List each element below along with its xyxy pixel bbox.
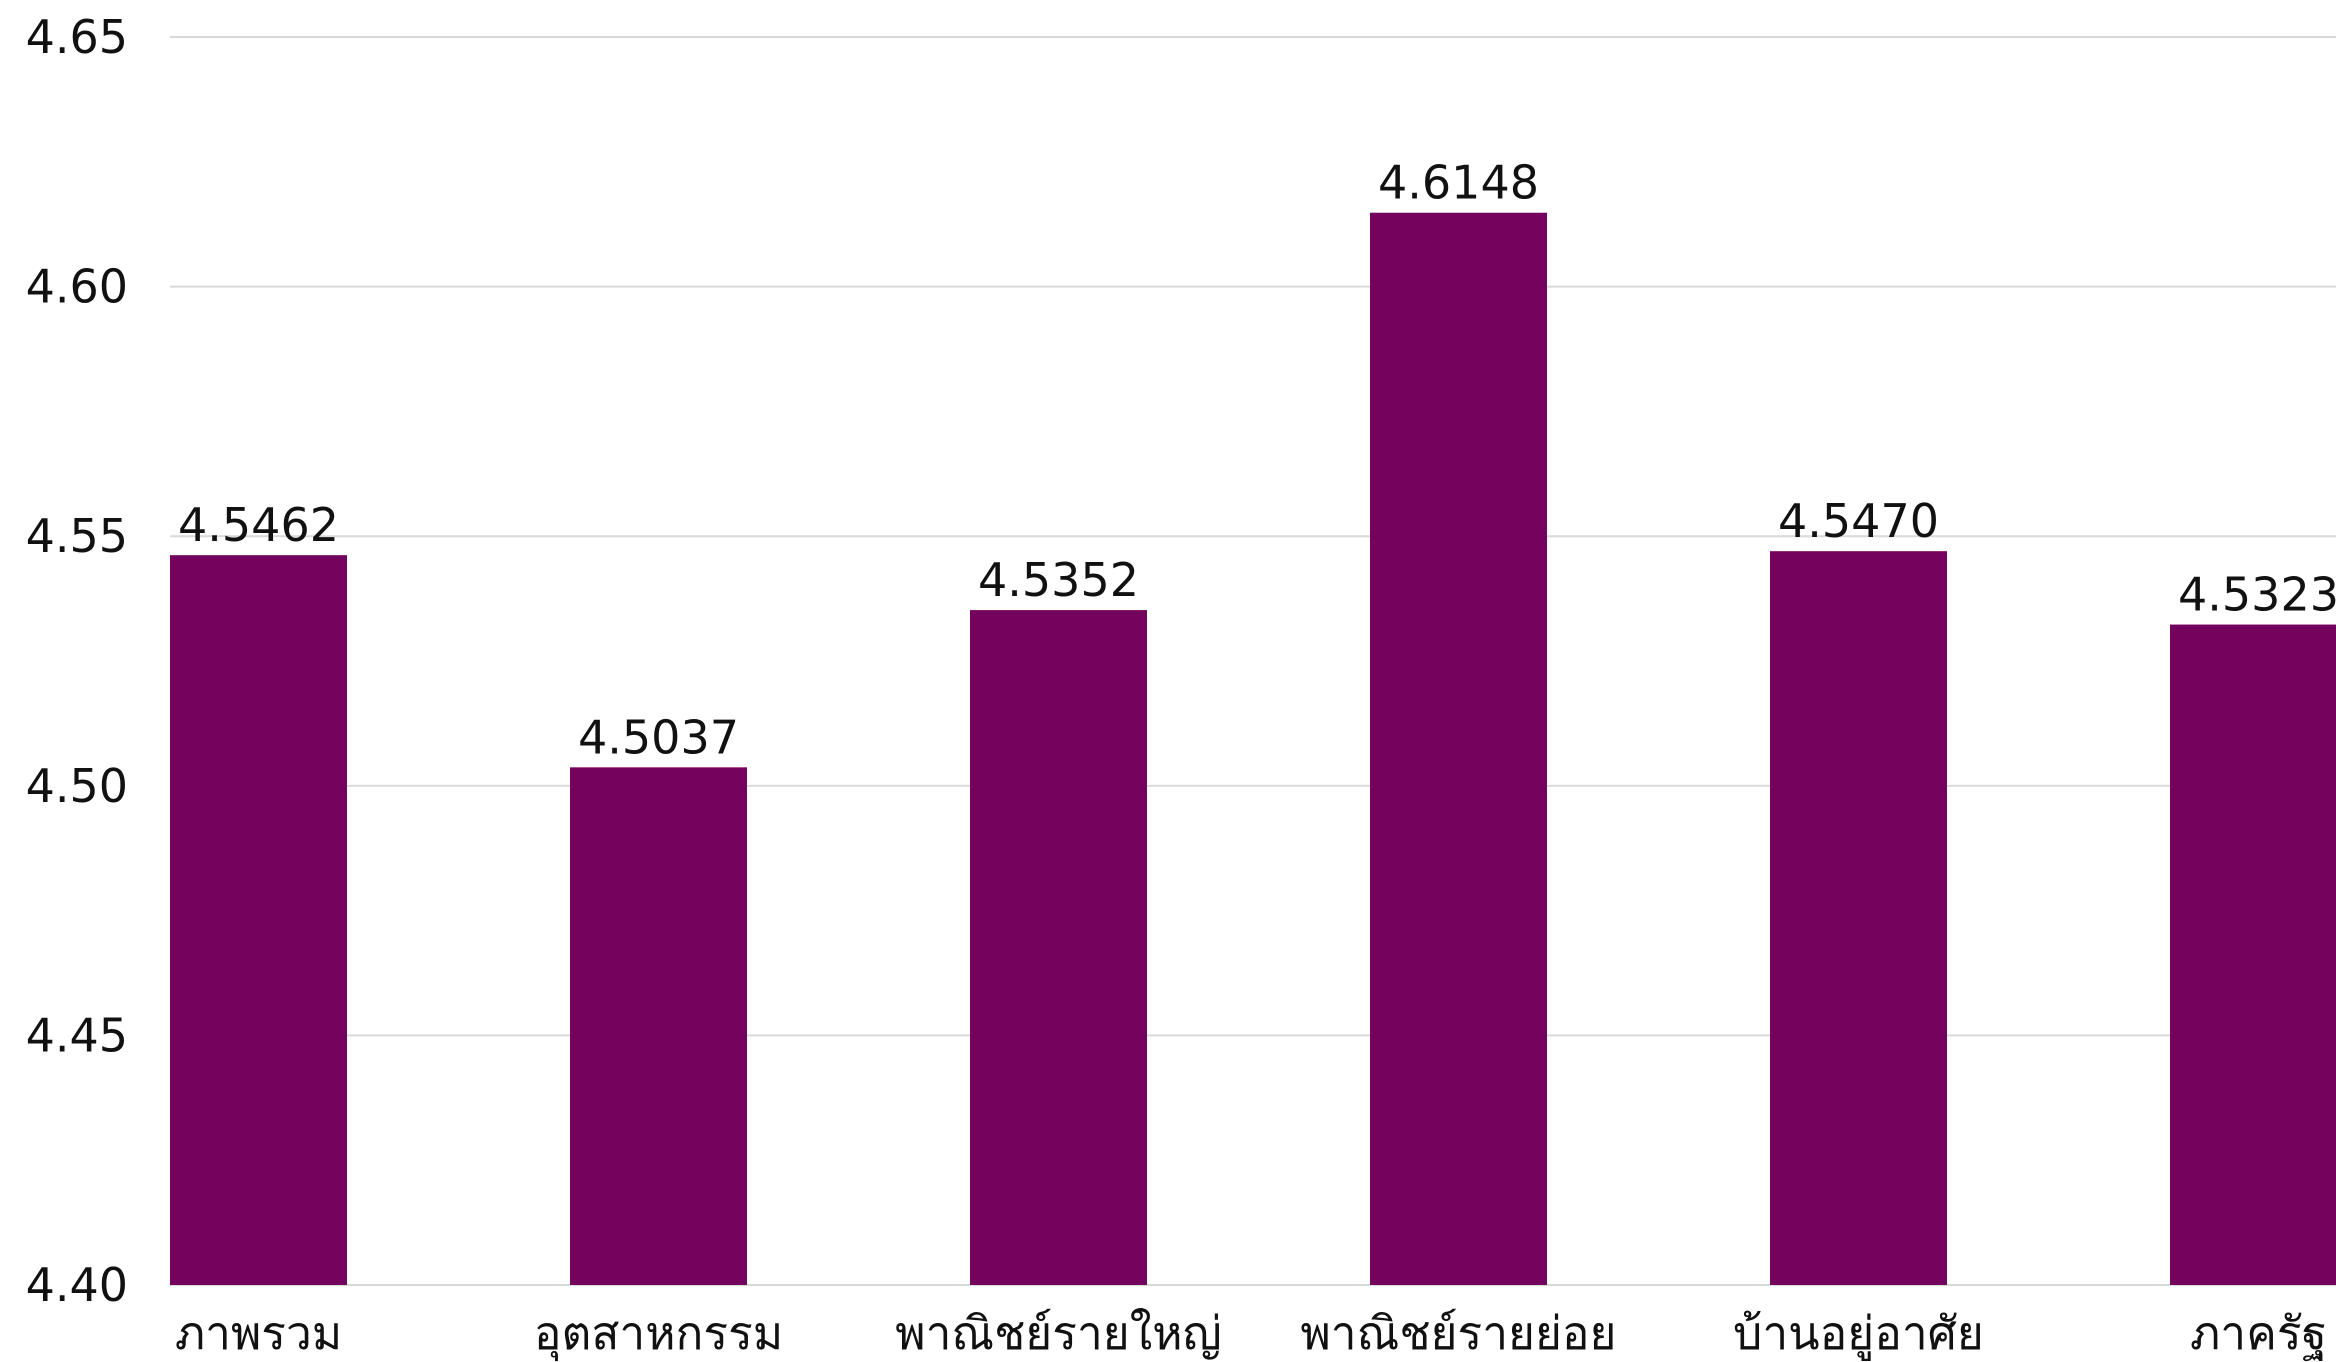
x-tick-label: พาณิชย์รายใหญ่: [895, 1306, 1221, 1360]
y-tick-label: 4.60: [26, 260, 128, 314]
y-tick-label: 4.65: [26, 10, 128, 64]
x-tick-label: อุตสาหกรรม: [534, 1306, 783, 1362]
bar: [1770, 551, 1947, 1285]
bar: [1370, 212, 1547, 1286]
data-label: 4.5462: [178, 498, 339, 552]
x-tick-label: บ้านอยู่อาศัย: [1733, 1306, 1984, 1361]
y-axis-ticks: 4.40 4.45 4.50 4.55 4.60 4.65: [26, 10, 128, 1312]
grid-lines: [170, 36, 2336, 1286]
data-labels: 4.5462 4.5037 4.5352 4.6148 4.5470 4.5323: [178, 156, 2336, 765]
bar: [970, 610, 1147, 1285]
x-tick-label: พาณิชย์รายย่อย: [1300, 1306, 1616, 1360]
x-tick-label: ภาพรวม: [175, 1306, 342, 1360]
x-tick-label: ภาครัฐ: [2190, 1306, 2327, 1361]
y-tick-label: 4.45: [26, 1008, 128, 1062]
data-label: 4.5037: [578, 710, 739, 764]
y-tick-label: 4.55: [26, 509, 128, 563]
bars: [170, 212, 2336, 1286]
data-label: 4.6148: [1378, 156, 1539, 210]
data-label: 4.5323: [2178, 568, 2336, 622]
data-label: 4.5352: [978, 553, 1139, 607]
y-tick-label: 4.50: [26, 759, 128, 813]
data-label: 4.5470: [1778, 494, 1939, 548]
y-tick-label: 4.40: [26, 1258, 128, 1312]
bar: [2170, 624, 2336, 1285]
bar: [170, 555, 347, 1285]
bar: [570, 767, 747, 1285]
x-axis-ticks: ภาพรวม อุตสาหกรรม พาณิชย์รายใหญ่ พาณิชย์ราย…: [175, 1306, 2327, 1362]
